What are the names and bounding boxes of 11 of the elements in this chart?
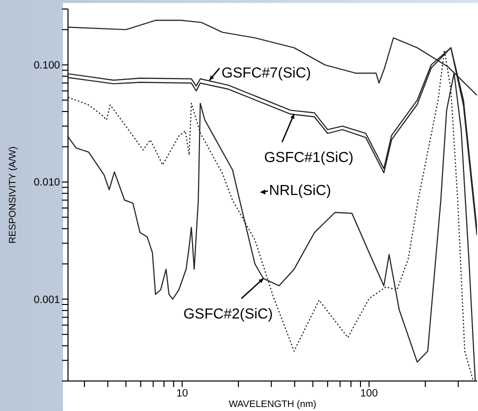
x-tick-label: 100 — [360, 387, 378, 400]
x-tick-label: 10 — [176, 387, 188, 400]
y-tick-label: 0.010 — [34, 176, 60, 189]
x-axis-title: WAVELENGTH (nm) — [228, 399, 316, 410]
y-tick-label: 0.001 — [34, 294, 60, 306]
annotation: GSFC#2(SiC) — [183, 306, 273, 323]
annotation: GSFC#7(SiC) — [221, 65, 311, 82]
annotation: GSFC#1(SiC) — [264, 150, 354, 166]
y-axis-title: RESPONSIVITY (A/W) — [7, 146, 18, 244]
y-tick-label: 0.100 — [34, 60, 60, 72]
annotation: NRL(SiC) — [269, 183, 332, 200]
